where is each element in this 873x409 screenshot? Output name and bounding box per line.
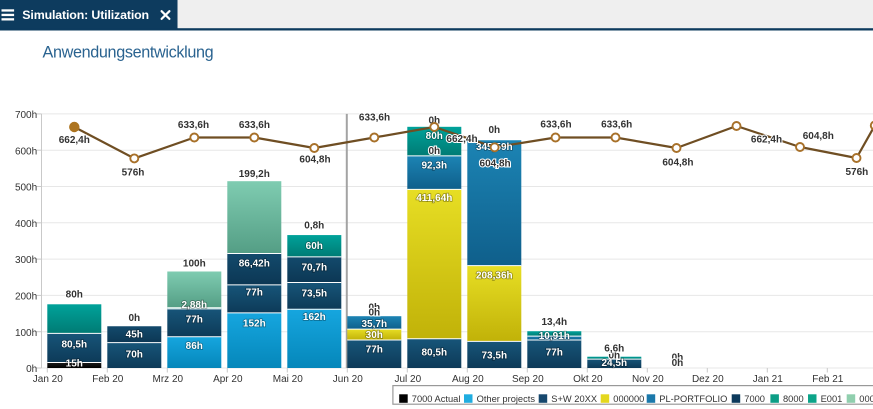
- svg-text:633,6h: 633,6h: [239, 120, 270, 131]
- svg-text:411,64h: 411,64h: [416, 193, 452, 204]
- svg-text:662,4h: 662,4h: [446, 134, 477, 145]
- svg-text:77h: 77h: [546, 347, 563, 358]
- svg-text:0h: 0h: [128, 313, 140, 324]
- svg-text:80h: 80h: [426, 131, 443, 142]
- svg-text:100h: 100h: [183, 259, 206, 270]
- svg-text:70,7h: 70,7h: [302, 262, 328, 273]
- svg-text:Jul 20: Jul 20: [394, 374, 421, 385]
- svg-text:Dez 20: Dez 20: [692, 374, 724, 385]
- svg-text:Nov 20: Nov 20: [632, 374, 664, 385]
- svg-text:86h: 86h: [186, 341, 203, 352]
- svg-text:80,5h: 80,5h: [62, 340, 88, 351]
- svg-text:633,6h: 633,6h: [359, 113, 390, 124]
- svg-text:80,5h: 80,5h: [422, 348, 448, 359]
- svg-text:7000: 7000: [744, 394, 765, 404]
- svg-text:576h: 576h: [846, 167, 869, 178]
- svg-text:Jan 20: Jan 20: [33, 374, 63, 385]
- svg-text:162h: 162h: [303, 312, 326, 323]
- svg-text:0h: 0h: [26, 364, 37, 375]
- svg-text:Other projects: Other projects: [477, 394, 536, 404]
- svg-text:73,5h: 73,5h: [482, 351, 508, 362]
- svg-text:6,6h: 6,6h: [604, 343, 624, 354]
- svg-text:000000: 000000: [613, 394, 644, 404]
- svg-text:576h: 576h: [122, 167, 145, 178]
- svg-text:30h: 30h: [366, 330, 383, 341]
- svg-text:0h: 0h: [368, 307, 380, 318]
- svg-text:45h: 45h: [126, 330, 143, 341]
- svg-text:8000: 8000: [783, 394, 804, 404]
- svg-text:199,2h: 199,2h: [239, 169, 270, 180]
- svg-text:600h: 600h: [15, 146, 37, 157]
- svg-text:208,36h: 208,36h: [476, 271, 513, 282]
- svg-text:0h: 0h: [368, 302, 380, 313]
- svg-text:152h: 152h: [243, 319, 266, 330]
- svg-text:80h: 80h: [66, 289, 83, 300]
- svg-text:Aug 20: Aug 20: [452, 374, 484, 385]
- svg-text:633,6h: 633,6h: [540, 120, 571, 131]
- svg-text:100h: 100h: [15, 328, 37, 339]
- svg-text:Apr 20: Apr 20: [213, 374, 243, 385]
- svg-text:10,91h: 10,91h: [539, 331, 570, 342]
- svg-text:77h: 77h: [246, 288, 263, 299]
- svg-text:0h: 0h: [608, 350, 620, 361]
- svg-text:73,5h: 73,5h: [302, 289, 328, 300]
- svg-text:77h: 77h: [366, 345, 383, 356]
- svg-text:Mai 20: Mai 20: [273, 374, 303, 385]
- svg-text:604,8h: 604,8h: [662, 158, 693, 169]
- svg-text:92,3h: 92,3h: [422, 161, 448, 172]
- svg-text:300h: 300h: [15, 255, 37, 266]
- svg-text:15h: 15h: [66, 359, 83, 370]
- svg-text:Jun 20: Jun 20: [333, 374, 363, 385]
- svg-text:Mrz 20: Mrz 20: [153, 374, 184, 385]
- svg-text:24,5h: 24,5h: [602, 358, 628, 369]
- svg-text:662,4h: 662,4h: [59, 135, 90, 146]
- svg-text:0h: 0h: [672, 353, 684, 364]
- svg-text:2,88h: 2,88h: [182, 300, 208, 311]
- svg-text:Feb 21: Feb 21: [812, 374, 844, 385]
- svg-text:S+W 20XX: S+W 20XX: [551, 394, 597, 404]
- svg-text:500h: 500h: [15, 183, 37, 194]
- svg-text:35,7h: 35,7h: [362, 319, 388, 330]
- svg-text:Simulation: Utilization: Simulation: Utilization: [22, 8, 149, 22]
- svg-text:700h: 700h: [15, 110, 37, 121]
- svg-text:662,4h: 662,4h: [751, 135, 782, 146]
- svg-text:Sep 20: Sep 20: [512, 374, 544, 385]
- svg-text:0h: 0h: [488, 125, 500, 136]
- svg-text:77h: 77h: [186, 315, 203, 326]
- svg-text:Feb 20: Feb 20: [92, 374, 124, 385]
- svg-text:604,8h: 604,8h: [299, 155, 330, 166]
- svg-text:604,8h: 604,8h: [803, 131, 834, 142]
- svg-text:0,8h: 0,8h: [304, 221, 324, 232]
- svg-text:Okt 20: Okt 20: [573, 374, 603, 385]
- svg-text:200h: 200h: [15, 292, 37, 303]
- svg-text:70h: 70h: [126, 350, 143, 361]
- svg-text:Anwendungsentwicklung: Anwendungsentwicklung: [43, 43, 214, 61]
- svg-text:86,42h: 86,42h: [239, 259, 270, 270]
- svg-text:7000 Actual: 7000 Actual: [412, 394, 461, 404]
- svg-text:0h: 0h: [428, 146, 440, 157]
- svg-text:604,8h: 604,8h: [480, 159, 511, 170]
- svg-text:0h: 0h: [672, 358, 684, 369]
- svg-text:633,6h: 633,6h: [178, 120, 209, 131]
- svg-text:E001: E001: [821, 394, 843, 404]
- svg-text:60h: 60h: [306, 241, 323, 252]
- svg-text:Jan 21: Jan 21: [753, 374, 783, 385]
- svg-text:PL-PORTFOLIO: PL-PORTFOLIO: [659, 394, 727, 404]
- svg-text:400h: 400h: [15, 219, 37, 230]
- svg-text:633,6h: 633,6h: [601, 120, 632, 131]
- svg-text:13,4h: 13,4h: [542, 317, 568, 328]
- svg-text:000000: 000000: [859, 394, 873, 404]
